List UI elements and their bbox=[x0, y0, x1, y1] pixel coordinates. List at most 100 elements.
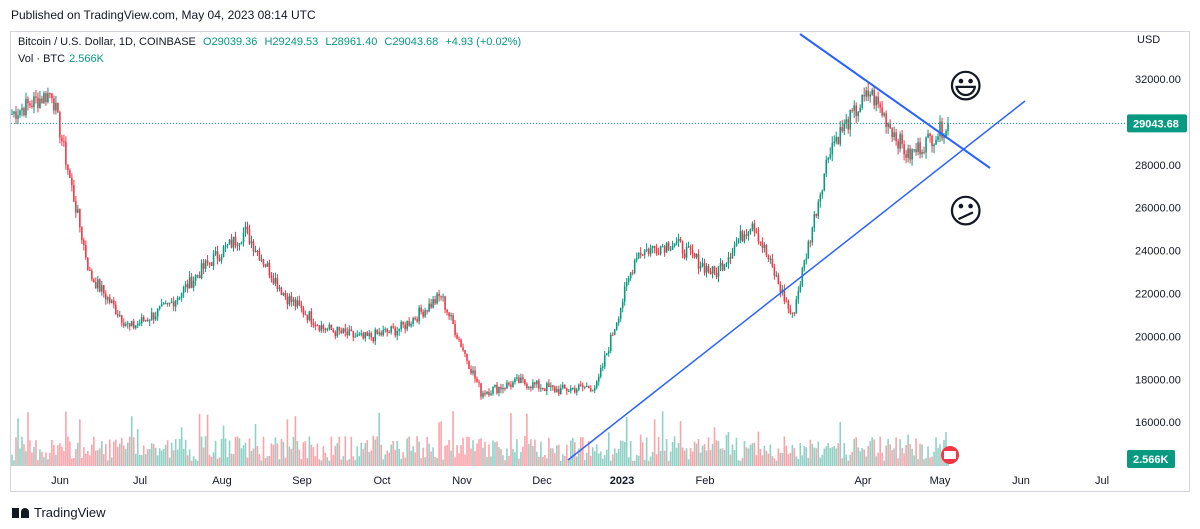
volume-bar bbox=[498, 447, 500, 466]
volume-bar bbox=[77, 442, 79, 466]
candle bbox=[266, 262, 269, 267]
volume-bar bbox=[434, 457, 436, 466]
month-tick-label: Sep bbox=[292, 475, 312, 487]
candle bbox=[631, 272, 634, 274]
volume-bar bbox=[855, 437, 857, 466]
volume-bar bbox=[260, 460, 263, 466]
candle bbox=[138, 323, 141, 325]
candle bbox=[474, 370, 476, 379]
candle bbox=[552, 385, 554, 387]
candle bbox=[364, 332, 367, 339]
candle bbox=[883, 113, 885, 116]
volume-bar bbox=[564, 456, 566, 466]
candle bbox=[29, 103, 31, 106]
candle bbox=[508, 382, 510, 385]
candle bbox=[769, 258, 772, 260]
candle bbox=[929, 133, 931, 137]
volume-bar bbox=[63, 451, 65, 466]
volume-bar bbox=[474, 451, 476, 466]
candle bbox=[220, 257, 223, 261]
candle bbox=[538, 380, 540, 389]
volume-bar bbox=[120, 437, 123, 466]
candle bbox=[458, 338, 460, 340]
volume-bar bbox=[689, 447, 692, 466]
candle bbox=[342, 328, 345, 333]
candle bbox=[366, 332, 369, 337]
volume-bar bbox=[340, 459, 343, 466]
month-tick-label: Apr bbox=[854, 475, 871, 487]
volume-bar bbox=[655, 454, 658, 466]
volume-bar bbox=[667, 460, 670, 466]
volume-bar bbox=[833, 445, 836, 466]
candle bbox=[132, 321, 135, 329]
candle bbox=[53, 98, 55, 111]
volume-bar bbox=[258, 454, 261, 466]
volume-bar bbox=[815, 448, 818, 466]
volume-bar bbox=[142, 445, 145, 466]
candle bbox=[615, 322, 618, 330]
volume-bar bbox=[484, 441, 486, 466]
volume-bar bbox=[282, 441, 285, 466]
candle bbox=[516, 377, 518, 379]
volume-bar bbox=[404, 457, 406, 466]
volume-bar bbox=[382, 459, 385, 466]
volume-bar bbox=[601, 458, 604, 466]
candle bbox=[334, 331, 337, 337]
volume-bar bbox=[581, 437, 584, 466]
volume-bar bbox=[709, 450, 712, 466]
candle bbox=[863, 95, 865, 97]
candle bbox=[168, 302, 171, 304]
volume-bar bbox=[849, 454, 852, 466]
volume-value: 2.566K bbox=[69, 53, 104, 65]
candle bbox=[729, 257, 732, 259]
volume-bar bbox=[358, 456, 361, 466]
volume-bar bbox=[490, 456, 492, 466]
volume-bar bbox=[585, 452, 588, 466]
candle bbox=[877, 96, 879, 105]
candle bbox=[406, 321, 408, 330]
volume-bar bbox=[296, 441, 299, 466]
volume-bar bbox=[741, 457, 744, 466]
volume-bar bbox=[759, 449, 762, 466]
candle bbox=[609, 334, 612, 352]
volume-bar bbox=[204, 436, 207, 466]
volume-bar bbox=[897, 458, 899, 466]
volume-bar bbox=[398, 448, 400, 466]
month-tick-label: May bbox=[930, 475, 951, 487]
candle bbox=[338, 326, 341, 331]
candle bbox=[322, 325, 325, 329]
candle bbox=[105, 293, 107, 300]
volume-bar bbox=[827, 442, 830, 466]
candle bbox=[210, 262, 213, 266]
chart-frame bbox=[10, 31, 1190, 492]
footer-brand[interactable]: TradingView bbox=[12, 505, 106, 520]
candle bbox=[262, 259, 265, 265]
volume-bar bbox=[57, 445, 59, 466]
volume-bar bbox=[919, 443, 921, 466]
candle bbox=[941, 121, 943, 139]
volume-bar bbox=[290, 448, 293, 466]
candle bbox=[450, 315, 452, 317]
volume-bar bbox=[15, 437, 17, 466]
volume-bar bbox=[410, 450, 412, 466]
volume-bar bbox=[781, 452, 784, 466]
volume-bar bbox=[208, 454, 211, 466]
candle bbox=[382, 330, 385, 336]
volume-bar bbox=[671, 441, 674, 466]
candle bbox=[300, 304, 303, 308]
month-tick-label: Dec bbox=[532, 475, 552, 487]
volume-bar bbox=[174, 439, 177, 466]
candle bbox=[270, 275, 273, 279]
volume-bar bbox=[414, 452, 416, 466]
price-tick-label: 24000.00 bbox=[1135, 246, 1181, 258]
candle bbox=[424, 310, 426, 317]
volume-bar bbox=[45, 452, 47, 466]
volume-bar bbox=[659, 450, 662, 466]
volume-bar bbox=[238, 438, 241, 466]
volume-bar bbox=[65, 411, 67, 466]
candle bbox=[793, 312, 796, 314]
candle bbox=[312, 323, 315, 326]
candle bbox=[438, 293, 440, 297]
candle bbox=[57, 103, 59, 113]
